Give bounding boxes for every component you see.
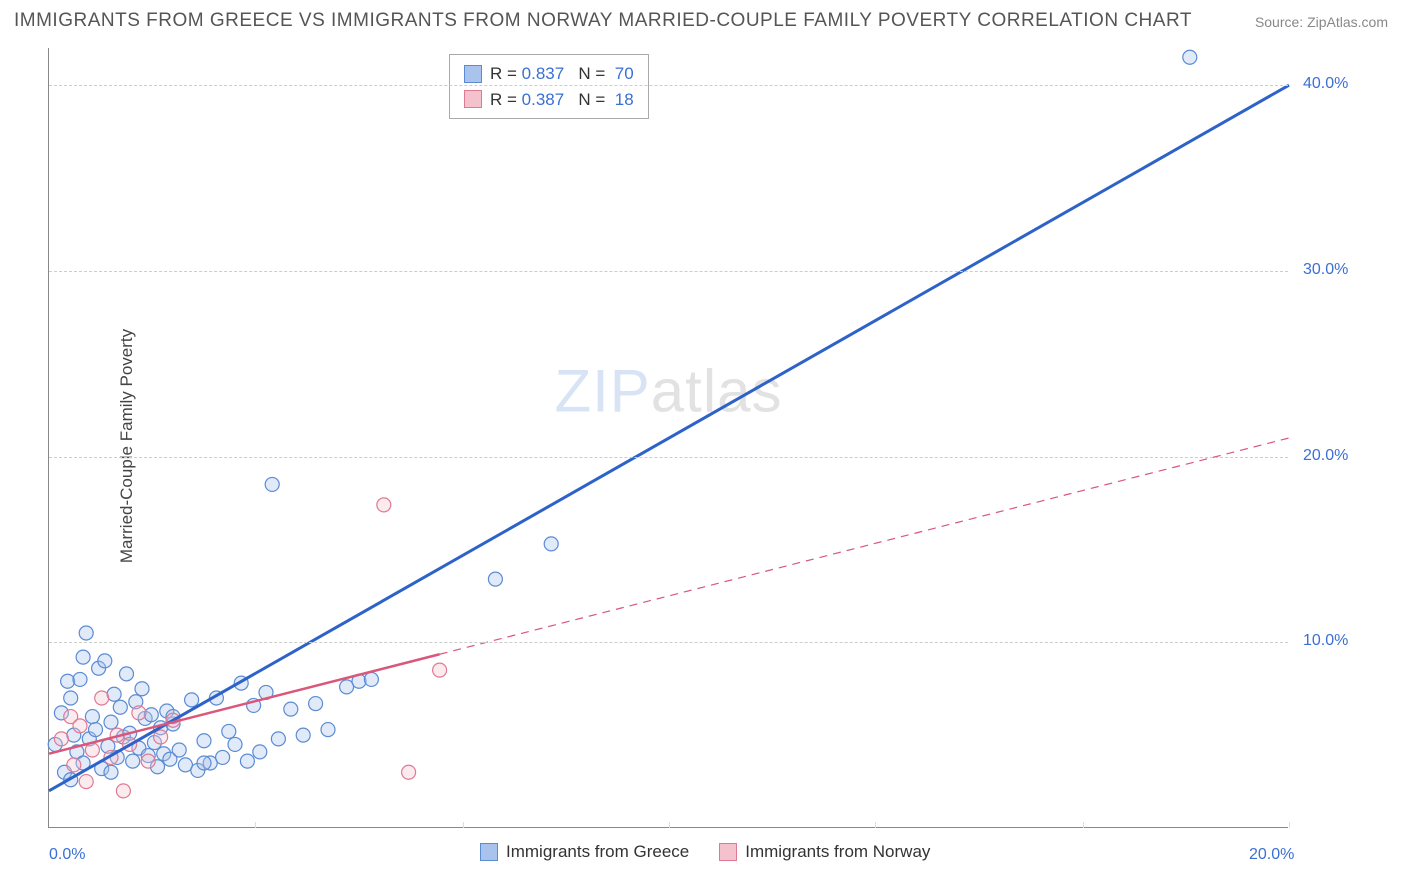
data-point xyxy=(73,672,87,686)
data-point xyxy=(76,650,90,664)
chart-container: IMMIGRANTS FROM GREECE VS IMMIGRANTS FRO… xyxy=(0,0,1406,892)
legend-series: Immigrants from Greece Immigrants from No… xyxy=(480,842,930,862)
data-point xyxy=(172,743,186,757)
data-point xyxy=(197,756,211,770)
chart-svg xyxy=(49,48,1288,827)
data-point xyxy=(222,724,236,738)
data-point xyxy=(79,775,93,789)
data-point xyxy=(67,758,81,772)
data-point xyxy=(402,765,416,779)
gridline-h xyxy=(49,85,1288,86)
data-point xyxy=(85,710,99,724)
legend-label: Immigrants from Norway xyxy=(745,842,930,862)
data-point xyxy=(377,498,391,512)
data-point xyxy=(216,750,230,764)
data-point xyxy=(321,723,335,737)
data-point xyxy=(79,626,93,640)
data-point xyxy=(120,667,134,681)
data-point xyxy=(61,674,75,688)
data-point xyxy=(126,754,140,768)
x-tick xyxy=(255,822,256,828)
data-point xyxy=(154,730,168,744)
legend-swatch xyxy=(464,90,482,108)
x-tick xyxy=(1289,822,1290,828)
data-point xyxy=(135,682,149,696)
data-point xyxy=(141,754,155,768)
data-point xyxy=(265,477,279,491)
data-point xyxy=(73,719,87,733)
x-tick-label: 0.0% xyxy=(49,846,85,864)
data-point xyxy=(89,723,103,737)
y-tick-label: 30.0% xyxy=(1303,261,1348,279)
data-point xyxy=(132,706,146,720)
regression-line-dashed xyxy=(440,438,1289,654)
plot-area: ZIPatlas R = 0.837 N = 70 R = 0.387 N = … xyxy=(48,48,1288,828)
data-point xyxy=(54,732,68,746)
source-attribution: Source: ZipAtlas.com xyxy=(1255,14,1388,30)
data-point xyxy=(364,672,378,686)
legend-correlation: R = 0.837 N = 70 R = 0.387 N = 18 xyxy=(449,54,649,119)
data-point xyxy=(104,765,118,779)
legend-text: R = 0.837 N = 70 xyxy=(490,61,634,87)
legend-swatch xyxy=(719,843,737,861)
legend-item: Immigrants from Greece xyxy=(480,842,689,862)
data-point xyxy=(185,693,199,707)
gridline-h xyxy=(49,642,1288,643)
data-point xyxy=(98,654,112,668)
y-tick-label: 40.0% xyxy=(1303,75,1348,93)
data-point xyxy=(116,784,130,798)
gridline-h xyxy=(49,271,1288,272)
x-tick-label: 20.0% xyxy=(1249,846,1294,864)
x-tick xyxy=(463,822,464,828)
legend-swatch xyxy=(464,65,482,83)
data-point xyxy=(433,663,447,677)
gridline-h xyxy=(49,457,1288,458)
data-point xyxy=(240,754,254,768)
x-tick xyxy=(875,822,876,828)
data-point xyxy=(144,708,158,722)
data-point xyxy=(104,715,118,729)
data-point xyxy=(271,732,285,746)
data-point xyxy=(1183,50,1197,64)
legend-label: Immigrants from Greece xyxy=(506,842,689,862)
data-point xyxy=(544,537,558,551)
x-tick xyxy=(1083,822,1084,828)
legend-row: R = 0.387 N = 18 xyxy=(464,87,634,113)
regression-line xyxy=(49,85,1289,791)
data-point xyxy=(309,697,323,711)
legend-text: R = 0.387 N = 18 xyxy=(490,87,634,113)
data-point xyxy=(64,691,78,705)
data-point xyxy=(228,737,242,751)
data-point xyxy=(95,691,109,705)
data-point xyxy=(253,745,267,759)
data-point xyxy=(296,728,310,742)
data-point xyxy=(113,700,127,714)
x-tick xyxy=(669,822,670,828)
data-point xyxy=(197,734,211,748)
legend-swatch xyxy=(480,843,498,861)
chart-title: IMMIGRANTS FROM GREECE VS IMMIGRANTS FRO… xyxy=(14,10,1192,32)
y-tick-label: 10.0% xyxy=(1303,632,1348,650)
data-point xyxy=(284,702,298,716)
regression-line-solid xyxy=(49,654,440,753)
data-point xyxy=(488,572,502,586)
y-tick-label: 20.0% xyxy=(1303,447,1348,465)
legend-row: R = 0.837 N = 70 xyxy=(464,61,634,87)
legend-item: Immigrants from Norway xyxy=(719,842,930,862)
